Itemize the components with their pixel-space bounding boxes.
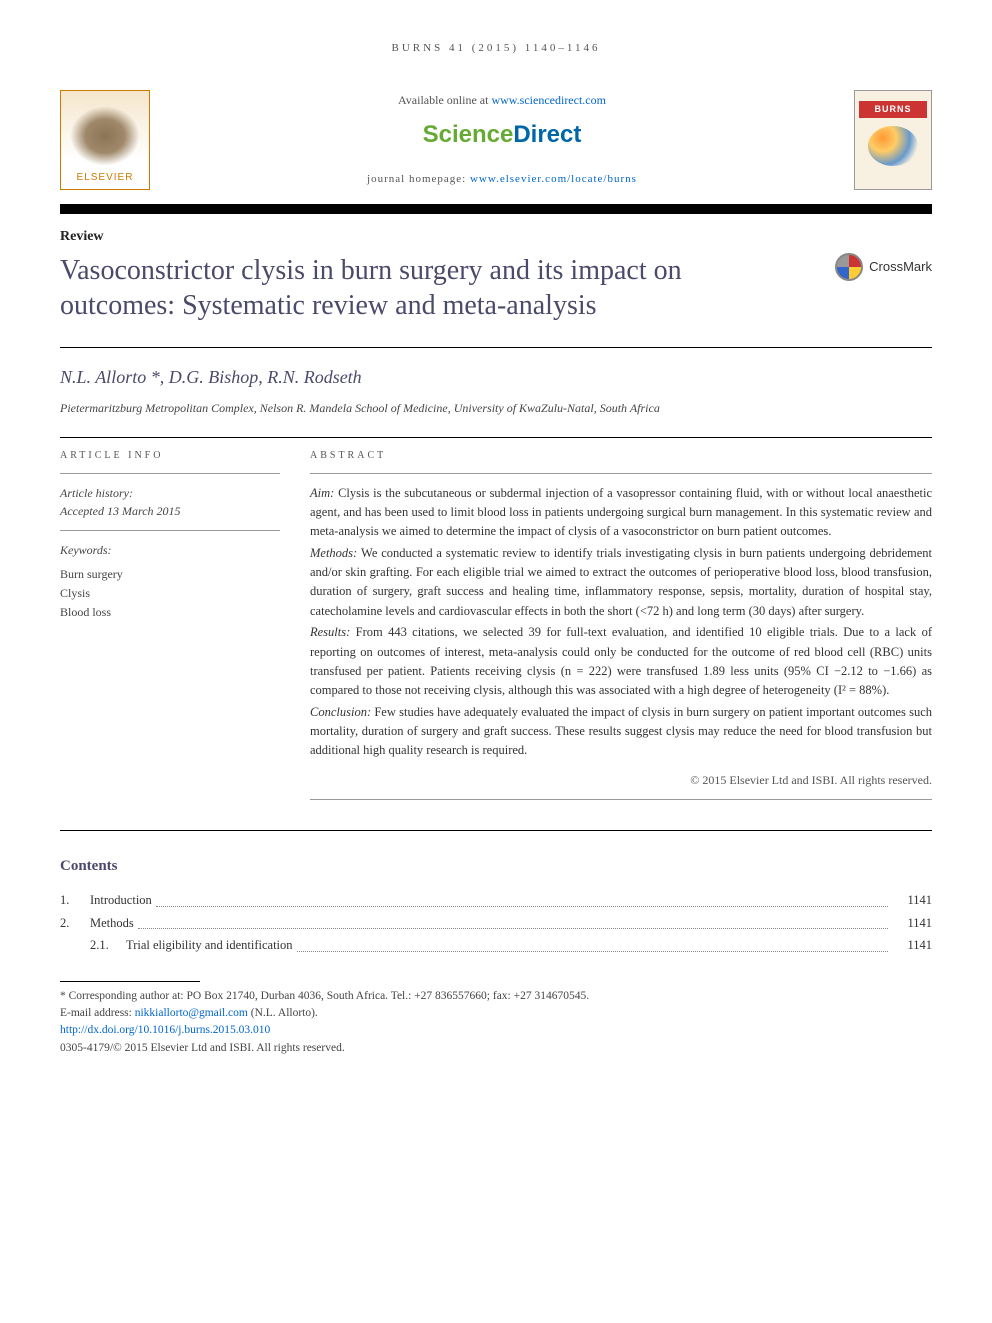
toc-row[interactable]: 2. Methods 1141	[60, 912, 932, 935]
toc-row[interactable]: 1. Introduction 1141	[60, 889, 932, 912]
corr-text: : PO Box 21740, Durban 4036, South Afric…	[180, 990, 589, 1002]
toc-leader-dots	[138, 912, 888, 930]
toc-number: 2.	[60, 912, 90, 935]
sciencedirect-link[interactable]: www.sciencedirect.com	[491, 93, 606, 107]
abstract-copyright: © 2015 Elsevier Ltd and ISBI. All rights…	[310, 771, 932, 789]
email-line: E-mail address: nikkiallorto@gmail.com (…	[60, 1005, 932, 1022]
journal-homepage-line: journal homepage: www.elsevier.com/locat…	[150, 171, 854, 188]
corresponding-author: * Corresponding author at: PO Box 21740,…	[60, 988, 932, 1005]
homepage-prefix: journal homepage:	[367, 173, 470, 185]
toc-label: Introduction	[90, 889, 152, 912]
toc-leader-dots	[156, 889, 888, 907]
doi-link[interactable]: http://dx.doi.org/10.1016/j.burns.2015.0…	[60, 1024, 270, 1036]
footnotes: * Corresponding author at: PO Box 21740,…	[60, 988, 932, 1057]
contents-heading: Contents	[60, 855, 932, 878]
keywords-block: Keywords:	[60, 541, 280, 559]
toc-page: 1141	[892, 912, 932, 935]
article-history: Article history: Accepted 13 March 2015	[60, 484, 280, 520]
crossmark-badge[interactable]: CrossMark	[835, 253, 932, 281]
abstract-conclusion-label: Conclusion:	[310, 705, 374, 719]
cover-title: BURNS	[859, 101, 927, 119]
thin-rule	[60, 830, 932, 831]
toc-label: Trial eligibility and identification	[126, 934, 293, 957]
keyword-item: Clysis	[60, 584, 280, 603]
thin-rule	[60, 347, 932, 348]
col-rule	[310, 799, 932, 800]
issn-copyright: 0305-4179/© 2015 Elsevier Ltd and ISBI. …	[60, 1040, 932, 1057]
toc-row[interactable]: 2.1. Trial eligibility and identificatio…	[60, 934, 932, 957]
email-suffix: (N.L. Allorto).	[248, 1007, 318, 1019]
abstract-column: ABSTRACT Aim: Clysis is the subcutaneous…	[310, 448, 932, 810]
authors: N.L. Allorto *, D.G. Bishop, R.N. Rodset…	[60, 364, 932, 391]
keyword-item: Blood loss	[60, 603, 280, 622]
article-info-head: ARTICLE INFO	[60, 448, 280, 463]
keywords-label: Keywords:	[60, 541, 280, 559]
running-head: BURNS 41 (2015) 1140–1146	[60, 40, 932, 57]
header-center: Available online at www.sciencedirect.co…	[150, 91, 854, 188]
journal-homepage-link[interactable]: www.elsevier.com/locate/burns	[470, 173, 637, 185]
col-rule	[60, 530, 280, 531]
sd-word-direct: Direct	[513, 121, 581, 148]
article-info-column: ARTICLE INFO Article history: Accepted 1…	[60, 448, 280, 810]
info-abstract-columns: ARTICLE INFO Article history: Accepted 1…	[60, 448, 932, 810]
toc-page: 1141	[892, 934, 932, 957]
crossmark-label: CrossMark	[869, 257, 932, 277]
crossmark-icon	[835, 253, 863, 281]
abstract-body: Aim: Clysis is the subcutaneous or subde…	[310, 484, 932, 761]
keywords-list: Burn surgery Clysis Blood loss	[60, 565, 280, 623]
publisher-logo: ELSEVIER	[60, 90, 150, 190]
corr-label: * Corresponding author at	[60, 990, 180, 1002]
toc-page: 1141	[892, 889, 932, 912]
title-row: Vasoconstrictor clysis in burn surgery a…	[60, 253, 932, 323]
toc-leader-dots	[297, 934, 888, 952]
cover-art-icon	[868, 126, 918, 166]
publisher-name: ELSEVIER	[77, 170, 134, 185]
abstract-aim-text: Clysis is the subcutaneous or subdermal …	[310, 486, 932, 539]
history-value: Accepted 13 March 2015	[60, 502, 280, 520]
affiliation: Pietermaritzburg Metropolitan Complex, N…	[60, 399, 932, 417]
history-label: Article history:	[60, 484, 280, 502]
col-rule	[310, 473, 932, 474]
col-rule	[60, 473, 280, 474]
abstract-aim-label: Aim:	[310, 486, 338, 500]
thick-rule	[60, 204, 932, 214]
thin-rule	[60, 437, 932, 438]
footnote-rule	[60, 981, 200, 982]
abstract-results-label: Results:	[310, 625, 356, 639]
toc-number: 2.1.	[90, 934, 126, 957]
abstract-results-text: From 443 citations, we selected 39 for f…	[310, 625, 932, 697]
email-label: E-mail address:	[60, 1007, 135, 1019]
table-of-contents: 1. Introduction 1141 2. Methods 1141 2.1…	[60, 889, 932, 957]
email-link[interactable]: nikkiallorto@gmail.com	[135, 1007, 248, 1019]
abstract-head: ABSTRACT	[310, 448, 932, 463]
article-type: Review	[60, 226, 932, 247]
toc-label: Methods	[90, 912, 134, 935]
keyword-item: Burn surgery	[60, 565, 280, 584]
abstract-methods-label: Methods:	[310, 546, 361, 560]
elsevier-tree-icon	[70, 106, 140, 166]
toc-number: 1.	[60, 889, 90, 912]
abstract-methods-text: We conducted a systematic review to iden…	[310, 546, 932, 618]
available-prefix: Available online at	[398, 93, 491, 107]
journal-cover-thumbnail: BURNS	[854, 90, 932, 190]
abstract-conclusion-text: Few studies have adequately evaluated th…	[310, 705, 932, 758]
sd-word-science: Science	[423, 121, 514, 148]
sciencedirect-logo: ScienceDirect	[150, 117, 854, 153]
article-title: Vasoconstrictor clysis in burn surgery a…	[60, 253, 710, 323]
header-block: ELSEVIER Available online at www.science…	[60, 82, 932, 198]
available-online-line: Available online at www.sciencedirect.co…	[150, 91, 854, 109]
